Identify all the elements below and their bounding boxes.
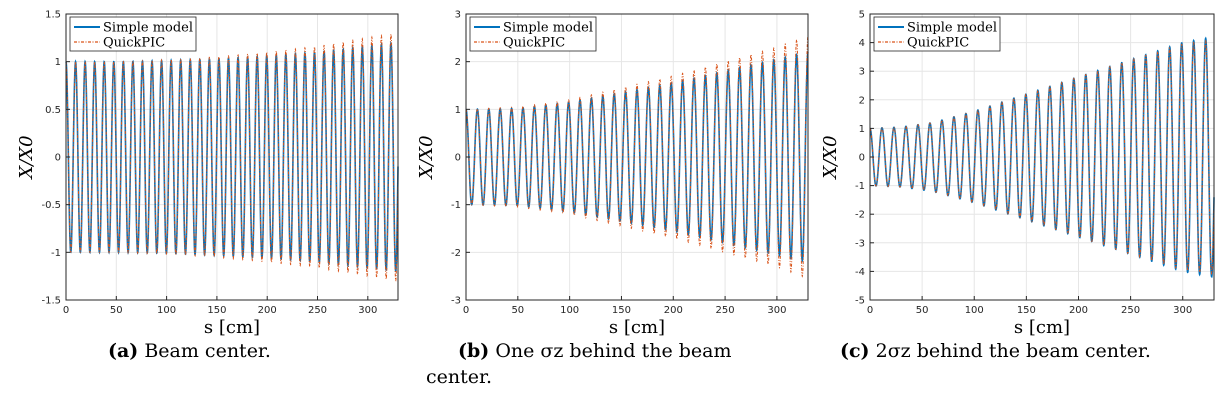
y-tick-label: 0 (859, 153, 865, 164)
x-tick-label: 150 (1017, 305, 1036, 316)
chart-b: 0 50 100 150 200 250 300 -3 -2 -1 0 1 2 3 s [cm] X/X0 Si… (416, 10, 809, 338)
x-tick-label: 0 (867, 305, 873, 316)
series-quickpic-line (465, 35, 809, 278)
x-tick-label: 300 (358, 305, 377, 316)
caption-b-text: One σz behind the beam (495, 340, 732, 362)
y-tick-label: 2 (455, 57, 461, 68)
caption-a-label: (a) (108, 340, 139, 362)
y-tick-label: 0 (455, 153, 461, 164)
y-tick-label: 1 (55, 57, 61, 68)
x-axis-label: s [cm] (1014, 317, 1070, 338)
panel-b: 0 50 100 150 200 250 300 -3 -2 -1 0 1 2 3 s [cm] X/X0 Si… (406, 0, 812, 418)
caption-b: (b) One σz behind the beam center. (426, 338, 808, 390)
x-tick-label: 250 (1121, 305, 1140, 316)
y-tick-label: -0.5 (41, 200, 61, 211)
caption-a: (a) Beam center. (108, 338, 271, 364)
y-tick-label: -5 (855, 296, 865, 307)
caption-a-text: Beam center. (144, 340, 271, 362)
legend-label-quickpic: QuickPIC (503, 36, 565, 51)
y-axis-label: X/X0 (820, 135, 841, 180)
series-simple-model-line (465, 51, 809, 263)
legend-label-simple-model: Simple model (503, 21, 593, 36)
y-axis-label: X/X0 (416, 135, 437, 180)
y-tick-label: 1 (859, 124, 865, 135)
x-tick-label: 0 (463, 305, 469, 316)
legend-box (69, 16, 197, 52)
y-tick-label: -2 (451, 248, 461, 259)
y-tick-label: 5 (859, 10, 865, 21)
y-tick-label: -1.5 (41, 296, 61, 307)
x-tick-label: 50 (110, 305, 123, 316)
x-tick-label: 300 (767, 305, 786, 316)
legend-box (469, 16, 597, 52)
legend-label-simple-model: Simple model (907, 21, 997, 36)
x-tick-label: 50 (511, 305, 524, 316)
series-simple-model-line (869, 36, 1215, 279)
x-axis-label: s [cm] (204, 317, 260, 338)
caption-c-text: 2σz behind the beam center. (875, 340, 1151, 362)
x-tick-label: 100 (965, 305, 984, 316)
x-tick-label: 0 (63, 305, 69, 316)
x-tick-label: 250 (308, 305, 327, 316)
x-tick-label: 100 (157, 305, 176, 316)
y-tick-label: 3 (455, 10, 461, 21)
y-axis-label: X/X0 (16, 135, 37, 180)
x-tick-label: 150 (207, 305, 226, 316)
y-tick-label: -1 (855, 181, 865, 192)
x-tick-label: 300 (1173, 305, 1192, 316)
chart-a: 0 50 100 150 200 250 300 -1.5 -1 -0.5 0 0.5 1 1.5 s [c… (16, 10, 399, 338)
y-tick-label: -4 (855, 267, 865, 278)
x-tick-label: 50 (916, 305, 929, 316)
legend-label-quickpic: QuickPIC (103, 36, 165, 51)
x-tick-label: 250 (716, 305, 735, 316)
series-quickpic-line (65, 32, 399, 282)
x-tick-label: 200 (258, 305, 277, 316)
caption-c: (c) 2σz behind the beam center. (840, 338, 1151, 364)
y-tick-label: 1 (455, 105, 461, 116)
x-axis-label: s [cm] (609, 317, 665, 338)
y-tick-label: 4 (859, 38, 865, 49)
legend-label-quickpic: QuickPIC (907, 36, 969, 51)
x-tick-label: 200 (1069, 305, 1088, 316)
x-tick-label: 200 (664, 305, 683, 316)
chart-c: 0 50 100 150 200 250 300 -5 -4 -3 -2 -1 0 1 2 3 4 5 s [cm]… (820, 10, 1215, 338)
y-tick-label: -1 (51, 248, 61, 259)
panel-a: 0 50 100 150 200 250 300 -1.5 -1 -0.5 0 0.5 1 1.5 s [c… (0, 0, 406, 418)
y-tick-label: -2 (855, 210, 865, 221)
x-tick-label: 150 (612, 305, 631, 316)
y-tick-label: -3 (451, 296, 461, 307)
y-tick-label: 2 (859, 95, 865, 106)
caption-b-text-2: center. (426, 366, 493, 388)
y-tick-label: 0 (55, 153, 61, 164)
panel-c: 0 50 100 150 200 250 300 -5 -4 -3 -2 -1 0 1 2 3 4 5 s [cm]… (812, 0, 1218, 418)
y-tick-label: -3 (855, 238, 865, 249)
legend-label-simple-model: Simple model (103, 21, 193, 36)
y-tick-label: 1.5 (45, 10, 61, 21)
y-tick-label: 3 (859, 67, 865, 78)
x-tick-label: 100 (560, 305, 579, 316)
y-tick-label: -1 (451, 200, 461, 211)
caption-b-label: (b) (458, 340, 490, 362)
series-quickpic-line (869, 39, 1215, 275)
caption-c-label: (c) (840, 340, 870, 362)
legend-box (873, 16, 1001, 52)
y-tick-label: 0.5 (45, 105, 61, 116)
